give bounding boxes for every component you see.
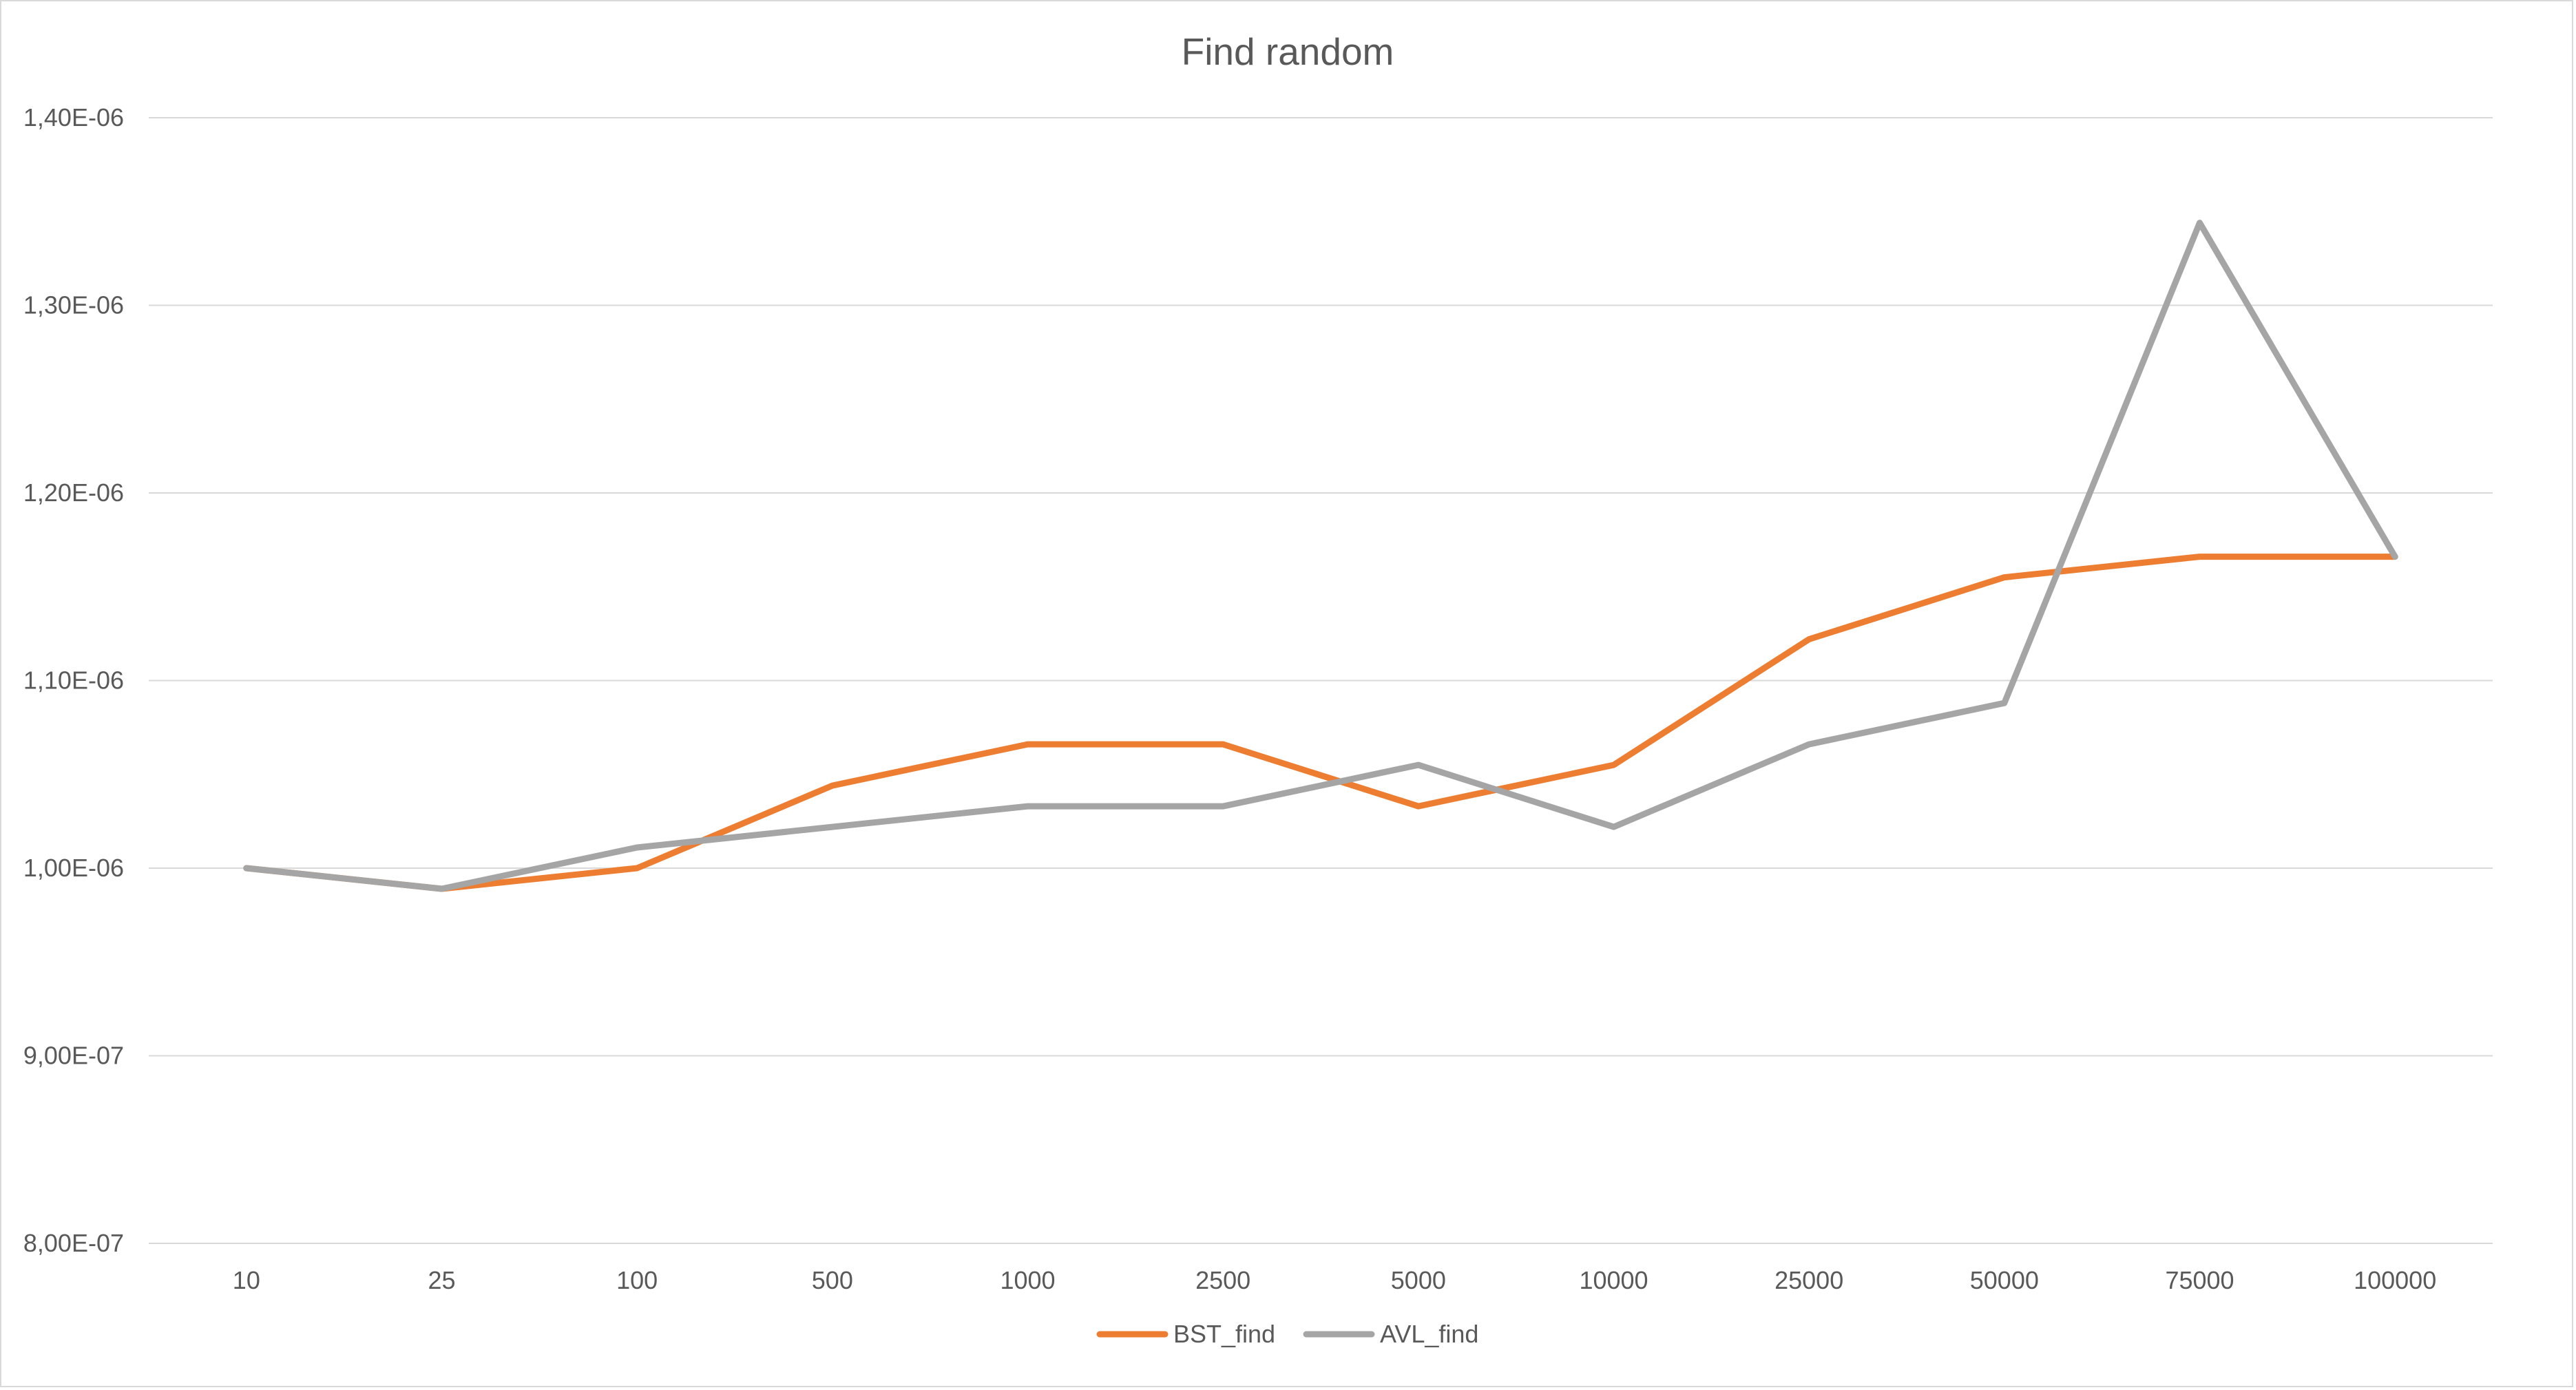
y-axis-tick-labels: 8,00E-07 9,00E-07 1,00E-06 1,10E-06 1,20E-06…: [23, 103, 124, 1257]
x-axis-tick-labels: 10 25 100 500 1000 2500 5000 10000 25000 50000 750…: [233, 1266, 2436, 1294]
series-line-bst-find: [243, 554, 2398, 892]
x-tick-label: 25: [428, 1266, 455, 1294]
x-tick-label: 5000: [1391, 1266, 1446, 1294]
x-tick-label: 100: [616, 1266, 658, 1294]
x-tick-label: 100000: [2354, 1266, 2436, 1294]
x-tick-label: 500: [812, 1266, 853, 1294]
legend: BST_find AVL_find: [1096, 1320, 1478, 1348]
legend-label: BST_find: [1173, 1320, 1275, 1348]
x-tick-label: 10000: [1579, 1266, 1648, 1294]
x-tick-label: 2500: [1195, 1266, 1250, 1294]
x-tick-label: 1000: [1000, 1266, 1055, 1294]
y-tick-label: 9,00E-07: [23, 1042, 124, 1070]
x-tick-label: 75000: [2165, 1266, 2234, 1294]
y-tick-label: 1,10E-06: [23, 666, 124, 695]
y-tick-label: 1,30E-06: [23, 291, 124, 319]
legend-label: AVL_find: [1380, 1320, 1478, 1348]
x-tick-label: 50000: [1970, 1266, 2039, 1294]
data-series: [243, 220, 2398, 892]
series-line-avl-find: [243, 220, 2398, 892]
y-tick-label: 1,00E-06: [23, 854, 124, 882]
x-tick-label: 25000: [1774, 1266, 1843, 1294]
gridlines: [149, 117, 2493, 1244]
y-tick-label: 1,40E-06: [23, 103, 124, 131]
chart-title: Find random: [1182, 30, 1394, 73]
y-tick-label: 8,00E-07: [23, 1229, 124, 1257]
x-tick-label: 10: [233, 1266, 260, 1294]
y-tick-label: 1,20E-06: [23, 478, 124, 507]
